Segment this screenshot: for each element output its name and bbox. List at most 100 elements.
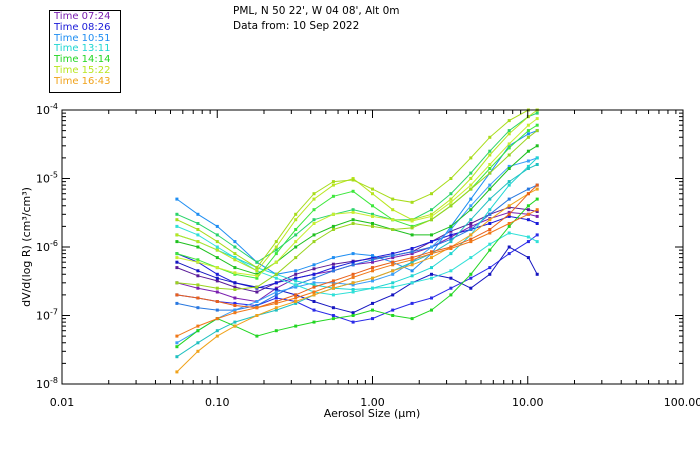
data-point bbox=[535, 222, 539, 225]
data-point bbox=[351, 314, 355, 317]
data-point bbox=[535, 233, 539, 237]
data-point bbox=[294, 279, 298, 283]
data-point bbox=[488, 228, 492, 231]
location-label: PML, N 50 22', W 04 08', Alt 0m bbox=[233, 5, 400, 17]
data-point bbox=[233, 320, 237, 324]
data-point bbox=[294, 293, 298, 297]
data-point bbox=[215, 233, 219, 237]
data-point bbox=[255, 334, 259, 338]
data-point bbox=[294, 218, 298, 222]
data-point bbox=[410, 274, 414, 278]
data-point bbox=[469, 224, 473, 228]
data-point bbox=[294, 256, 298, 260]
data-point bbox=[391, 293, 395, 297]
data-point bbox=[391, 263, 395, 267]
data-point bbox=[371, 279, 374, 283]
data-point bbox=[175, 212, 179, 216]
x-tick-label: 100.00 bbox=[664, 396, 700, 409]
data-point bbox=[351, 272, 355, 276]
data-point bbox=[410, 247, 414, 250]
data-point bbox=[507, 167, 511, 170]
data-point bbox=[274, 296, 278, 300]
data-point bbox=[312, 281, 316, 285]
data-point bbox=[469, 256, 473, 260]
data-point bbox=[255, 290, 259, 294]
data-point bbox=[312, 308, 316, 312]
data-point bbox=[430, 272, 433, 276]
data-point bbox=[215, 290, 219, 294]
data-point bbox=[507, 224, 511, 228]
data-point bbox=[233, 324, 237, 328]
x-tick-label: 1.00 bbox=[360, 396, 385, 409]
data-point bbox=[233, 304, 237, 307]
data-point bbox=[371, 308, 374, 312]
data-point bbox=[331, 281, 335, 285]
data-point bbox=[196, 329, 200, 333]
data-point bbox=[507, 197, 511, 201]
data-point bbox=[175, 240, 179, 244]
data-point bbox=[449, 237, 453, 241]
data-point bbox=[410, 263, 414, 267]
data-point bbox=[430, 208, 433, 212]
data-point bbox=[430, 296, 433, 300]
data-point bbox=[215, 248, 219, 252]
data-point bbox=[312, 293, 316, 297]
data-point bbox=[391, 314, 395, 317]
data-point bbox=[175, 370, 179, 374]
data-point bbox=[507, 222, 511, 225]
data-point bbox=[233, 258, 237, 262]
data-point bbox=[449, 229, 453, 233]
data-point bbox=[391, 308, 395, 312]
data-point bbox=[410, 301, 414, 305]
data-point bbox=[507, 144, 511, 148]
data-point bbox=[215, 334, 219, 338]
data-point bbox=[196, 240, 200, 244]
data-point bbox=[535, 214, 539, 218]
data-point bbox=[410, 269, 414, 273]
data-point bbox=[526, 159, 530, 163]
data-point bbox=[175, 224, 179, 228]
data-point bbox=[526, 164, 530, 168]
data-point bbox=[507, 164, 511, 168]
data-point bbox=[215, 286, 219, 290]
data-point bbox=[312, 283, 316, 287]
data-point bbox=[449, 286, 453, 290]
data-point bbox=[488, 197, 492, 201]
data-point bbox=[535, 111, 539, 115]
data-point bbox=[371, 256, 374, 260]
series-layer bbox=[175, 108, 539, 374]
data-point bbox=[526, 192, 530, 196]
data-point bbox=[430, 252, 433, 256]
data-point bbox=[233, 296, 237, 300]
x-tick-label: 0.01 bbox=[50, 396, 75, 409]
data-point bbox=[469, 233, 473, 237]
data-point bbox=[312, 272, 316, 276]
series-line bbox=[176, 109, 538, 269]
data-point bbox=[294, 233, 298, 237]
data-point bbox=[488, 183, 492, 187]
data-point bbox=[233, 308, 237, 312]
data-point bbox=[196, 324, 200, 328]
data-point bbox=[196, 349, 200, 353]
data-point bbox=[196, 269, 200, 273]
data-point bbox=[430, 218, 433, 222]
y-axis-label: dV/d(log R) (cm³/cm³) bbox=[20, 187, 33, 307]
data-point bbox=[469, 286, 473, 290]
data-point bbox=[469, 237, 473, 241]
data-point bbox=[175, 260, 179, 264]
data-point bbox=[274, 288, 278, 291]
data-point bbox=[430, 233, 433, 237]
data-point bbox=[312, 267, 316, 271]
data-point bbox=[196, 286, 200, 290]
data-point bbox=[449, 192, 453, 196]
data-point bbox=[331, 269, 335, 273]
data-point bbox=[535, 117, 539, 121]
data-point bbox=[175, 293, 179, 297]
data-point bbox=[371, 204, 374, 208]
data-point bbox=[215, 279, 219, 283]
data-point bbox=[449, 252, 453, 256]
data-point bbox=[312, 192, 316, 196]
data-point bbox=[526, 240, 530, 244]
legend-item: Time 10:51 bbox=[54, 32, 111, 44]
